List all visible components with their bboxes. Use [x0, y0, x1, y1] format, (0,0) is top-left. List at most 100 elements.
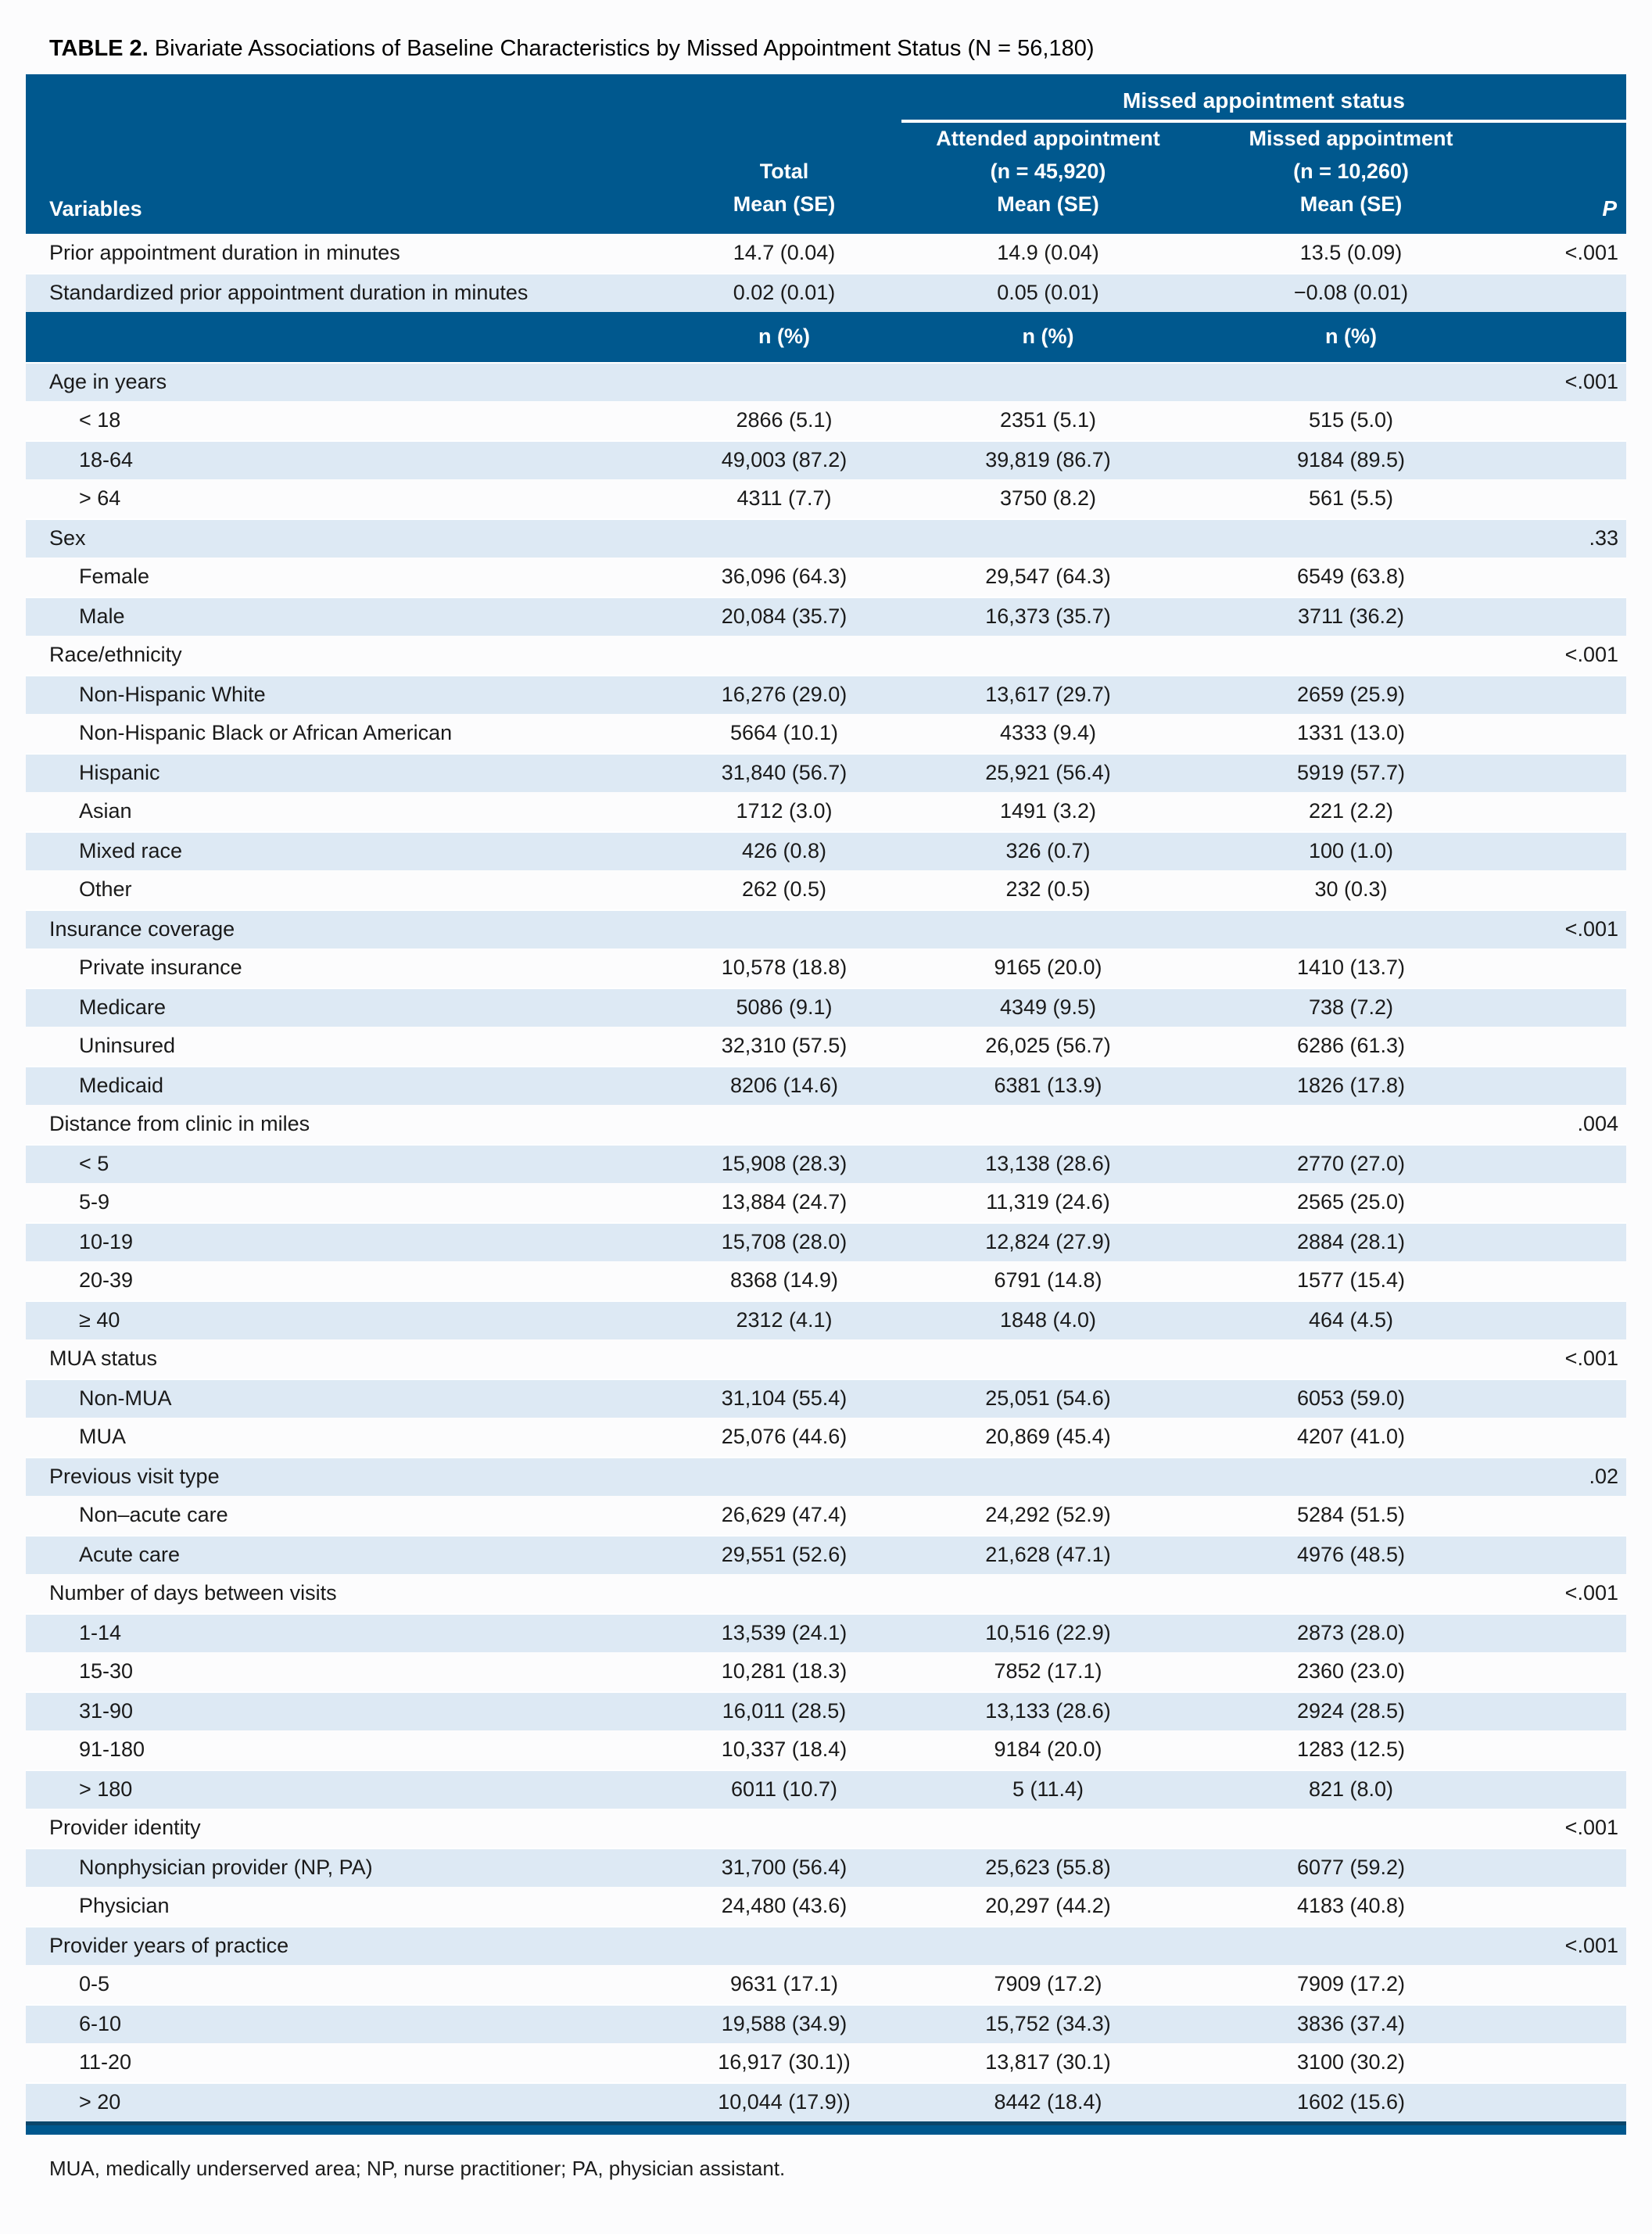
- total-value-cell: 10,578 (18.8): [721, 956, 848, 980]
- table-header: Variables Total Mean (SE) Missed appoint…: [26, 74, 1626, 234]
- table-row: Nonphysician provider (NP, PA) 31,700 (5…: [26, 1847, 1626, 1887]
- row-label-cell: MUA: [26, 1418, 667, 1457]
- total-value-cell: 13,884 (24.7): [721, 1190, 848, 1214]
- attended-value-cell: 21,628 (47.1): [901, 1534, 1195, 1574]
- row-label: 6-10: [79, 2012, 122, 2036]
- total-value-cell: 14.7 (0.04): [733, 241, 836, 265]
- total-value-cell: 24,480 (43.6): [721, 1894, 848, 1918]
- row-label-cell: Provider years of practice: [26, 1925, 667, 1965]
- total-value-cell: 20,084 (35.7): [667, 596, 901, 636]
- total-value-cell: 25,076 (44.6): [721, 1425, 848, 1449]
- p-value-cell: [1507, 1612, 1626, 1652]
- p-value-cell: [1507, 558, 1626, 597]
- missed-value-cell: 738 (7.2): [1195, 987, 1507, 1027]
- row-label-cell: 6-10: [26, 2003, 667, 2043]
- missed-value-cell: [1195, 636, 1507, 675]
- attended-header-line3: Mean (SE): [997, 192, 1099, 216]
- row-label: Uninsured: [79, 1034, 176, 1058]
- p-value-cell: .33: [1507, 518, 1626, 558]
- attended-value-cell: 25,921 (56.4): [901, 752, 1195, 792]
- table-row: < 5 15,908 (28.3) 13,138 (28.6) 2770 (27…: [26, 1143, 1626, 1183]
- missed-value-cell: [1195, 1809, 1507, 1848]
- total-value-cell: 1712 (3.0): [736, 799, 833, 823]
- attended-value-cell: 7852 (17.1): [994, 1659, 1102, 1684]
- row-label-cell: 20-39: [26, 1261, 667, 1300]
- table-row: 31-90 16,011 (28.5) 13,133 (28.6) 2924 (…: [26, 1691, 1626, 1730]
- attended-value-cell: 14.9 (0.04): [997, 241, 1099, 265]
- row-label: Race/ethnicity: [49, 643, 182, 667]
- table-row: Race/ethnicity <.001: [26, 636, 1626, 675]
- p-value-cell: [1507, 948, 1626, 988]
- p-value-cell: [1507, 1143, 1626, 1183]
- p-value-cell: <.001: [1507, 909, 1626, 948]
- p-value-cell: [1507, 714, 1626, 753]
- total-value-cell: 262 (0.5): [741, 877, 827, 902]
- row-label: Insurance coverage: [49, 917, 235, 941]
- row-label-cell: > 64: [26, 479, 667, 518]
- p-value-cell: <.001: [1507, 1925, 1626, 1965]
- total-value-cell: 426 (0.8): [667, 830, 901, 870]
- table-row: Provider years of practice <.001: [26, 1925, 1626, 1965]
- attended-value-cell: 25,623 (55.8): [901, 1847, 1195, 1887]
- table-number-label: TABLE 2.: [49, 36, 149, 61]
- total-value-cell: [667, 1339, 901, 1379]
- row-label-cell: Non-MUA: [26, 1378, 667, 1418]
- row-label: ≥ 40: [79, 1308, 120, 1332]
- missed-value-cell: 7909 (17.2): [1296, 1972, 1406, 1996]
- variables-header-label: Variables: [49, 196, 142, 221]
- p-value-cell: <.001: [1564, 1346, 1618, 1371]
- attended-value-cell: [901, 1574, 1195, 1613]
- subheader-band-row: n (%) n (%) n (%): [26, 311, 1626, 362]
- row-label: 31-90: [79, 1699, 134, 1723]
- total-value-cell: [667, 1574, 901, 1613]
- row-label: > 64: [79, 486, 121, 511]
- row-label-cell: Mixed race: [26, 830, 667, 870]
- p-value-cell: <.001: [1564, 643, 1618, 667]
- total-value-cell: [667, 909, 901, 948]
- attended-header-line2: (n = 45,920): [990, 159, 1106, 183]
- table-row: Standardized prior appointment duration …: [26, 272, 1626, 312]
- p-value-cell: [1507, 1065, 1626, 1105]
- attended-value-cell: 9165 (20.0): [994, 956, 1102, 980]
- row-label-cell: Male: [26, 596, 667, 636]
- attended-value-cell: 12,824 (27.9): [901, 1221, 1195, 1261]
- total-value-cell: 10,337 (18.4): [721, 1737, 848, 1762]
- table-row: Other 262 (0.5) 232 (0.5) 30 (0.3): [26, 870, 1626, 909]
- table-row: 11-20 16,917 (30.1)) 13,817 (30.1) 3100 …: [26, 2043, 1626, 2082]
- missed-value-cell: 221 (2.2): [1308, 799, 1394, 823]
- missed-header-cell: Missed appointment (n = 10,260) Mean (SE…: [1195, 123, 1507, 234]
- p-value-cell: [1507, 987, 1626, 1027]
- row-label-cell: Non-Hispanic White: [26, 674, 667, 714]
- table-row: Asian 1712 (3.0) 1491 (3.2) 221 (2.2): [26, 792, 1626, 831]
- total-value-cell: 31,700 (56.4): [667, 1847, 901, 1887]
- missed-value-cell: [1195, 909, 1507, 948]
- row-label-cell: 18-64: [26, 439, 667, 479]
- band-total-cell: n (%): [667, 311, 901, 362]
- table-row: Number of days between visits <.001: [26, 1574, 1626, 1613]
- attended-value-cell: 29,547 (64.3): [985, 565, 1111, 589]
- missed-value-cell: 1331 (13.0): [1296, 721, 1406, 745]
- row-label: Number of days between visits: [49, 1581, 337, 1605]
- footnote: MUA, medically underserved area; NP, nur…: [49, 2156, 786, 2180]
- p-value-cell: [1507, 1769, 1626, 1809]
- row-label-cell: Standardized prior appointment duration …: [26, 272, 667, 312]
- p-value-cell: [1507, 2003, 1626, 2043]
- table-row: Prior appointment duration in minutes 14…: [26, 234, 1626, 273]
- row-label-cell: Age in years: [26, 361, 667, 401]
- p-value-cell: [1507, 830, 1626, 870]
- table-row: < 18 2866 (5.1) 2351 (5.1) 515 (5.0): [26, 401, 1626, 440]
- attended-value-cell: 3750 (8.2): [999, 486, 1097, 511]
- table-row: > 64 4311 (7.7) 3750 (8.2) 561 (5.5): [26, 479, 1626, 518]
- missed-value-cell: 6077 (59.2): [1195, 1847, 1507, 1887]
- row-label: < 5: [79, 1152, 109, 1176]
- missed-header-line2: (n = 10,260): [1293, 159, 1409, 183]
- row-label-cell: 10-19: [26, 1221, 667, 1261]
- missed-value-cell: [1195, 1925, 1507, 1965]
- row-label-cell: Insurance coverage: [26, 909, 667, 948]
- table-row: 0-5 9631 (17.1) 7909 (17.2) 7909 (17.2): [26, 1965, 1626, 2004]
- missed-value-cell: 6053 (59.0): [1195, 1378, 1507, 1418]
- missed-value-cell: 2873 (28.0): [1195, 1612, 1507, 1652]
- table-row: 20-39 8368 (14.9) 6791 (14.8) 1577 (15.4…: [26, 1261, 1626, 1300]
- total-value-cell: 31,840 (56.7): [667, 752, 901, 792]
- total-value-cell: [667, 1456, 901, 1496]
